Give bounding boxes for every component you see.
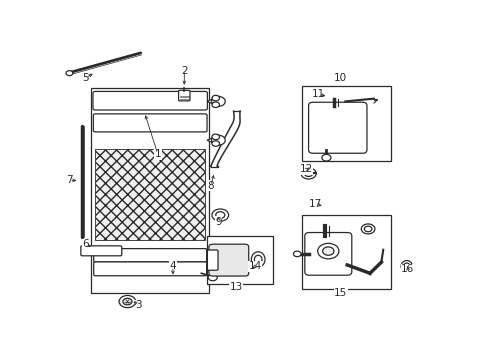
- Circle shape: [322, 247, 333, 255]
- Ellipse shape: [254, 255, 262, 264]
- Circle shape: [211, 134, 219, 140]
- Circle shape: [211, 209, 228, 221]
- FancyBboxPatch shape: [304, 233, 351, 275]
- Text: 1: 1: [154, 149, 161, 159]
- FancyBboxPatch shape: [81, 246, 122, 256]
- Circle shape: [122, 298, 132, 305]
- Circle shape: [211, 135, 225, 145]
- Wedge shape: [206, 137, 216, 144]
- Circle shape: [317, 243, 338, 259]
- Ellipse shape: [251, 252, 264, 267]
- Text: 10: 10: [334, 73, 346, 83]
- Text: 3: 3: [135, 300, 142, 310]
- Circle shape: [211, 96, 225, 107]
- Text: 16: 16: [401, 264, 414, 274]
- Text: 17: 17: [308, 199, 322, 209]
- Text: 6: 6: [82, 239, 89, 249]
- Text: 11: 11: [311, 90, 324, 99]
- Bar: [301, 86, 390, 161]
- Bar: [91, 87, 208, 293]
- Text: 4: 4: [169, 261, 176, 271]
- Text: 13: 13: [229, 282, 243, 292]
- Text: 12: 12: [299, 164, 312, 174]
- Circle shape: [361, 224, 374, 234]
- FancyBboxPatch shape: [308, 102, 366, 153]
- Circle shape: [293, 251, 301, 257]
- Circle shape: [301, 168, 316, 179]
- FancyBboxPatch shape: [207, 250, 218, 270]
- Circle shape: [321, 154, 330, 161]
- Circle shape: [211, 95, 219, 101]
- Bar: [95, 149, 205, 240]
- Text: 7: 7: [66, 175, 73, 185]
- Text: 14: 14: [248, 261, 261, 271]
- FancyBboxPatch shape: [208, 244, 248, 276]
- Bar: [301, 215, 390, 288]
- Circle shape: [211, 141, 219, 146]
- Circle shape: [211, 102, 219, 108]
- Text: 2: 2: [181, 66, 187, 76]
- Text: 15: 15: [333, 288, 346, 298]
- FancyBboxPatch shape: [93, 114, 206, 132]
- Circle shape: [364, 226, 371, 232]
- Text: 5: 5: [82, 73, 89, 83]
- Circle shape: [66, 71, 73, 76]
- Wedge shape: [206, 98, 216, 105]
- Text: 9: 9: [215, 217, 221, 227]
- FancyBboxPatch shape: [94, 262, 206, 276]
- Circle shape: [208, 274, 217, 281]
- FancyBboxPatch shape: [93, 91, 207, 110]
- Circle shape: [304, 170, 312, 176]
- Text: 8: 8: [207, 181, 214, 191]
- FancyBboxPatch shape: [94, 249, 206, 262]
- Circle shape: [119, 296, 136, 308]
- Bar: [206, 236, 273, 284]
- Ellipse shape: [400, 261, 411, 272]
- Ellipse shape: [403, 263, 409, 270]
- Circle shape: [215, 212, 224, 219]
- FancyBboxPatch shape: [178, 90, 189, 101]
